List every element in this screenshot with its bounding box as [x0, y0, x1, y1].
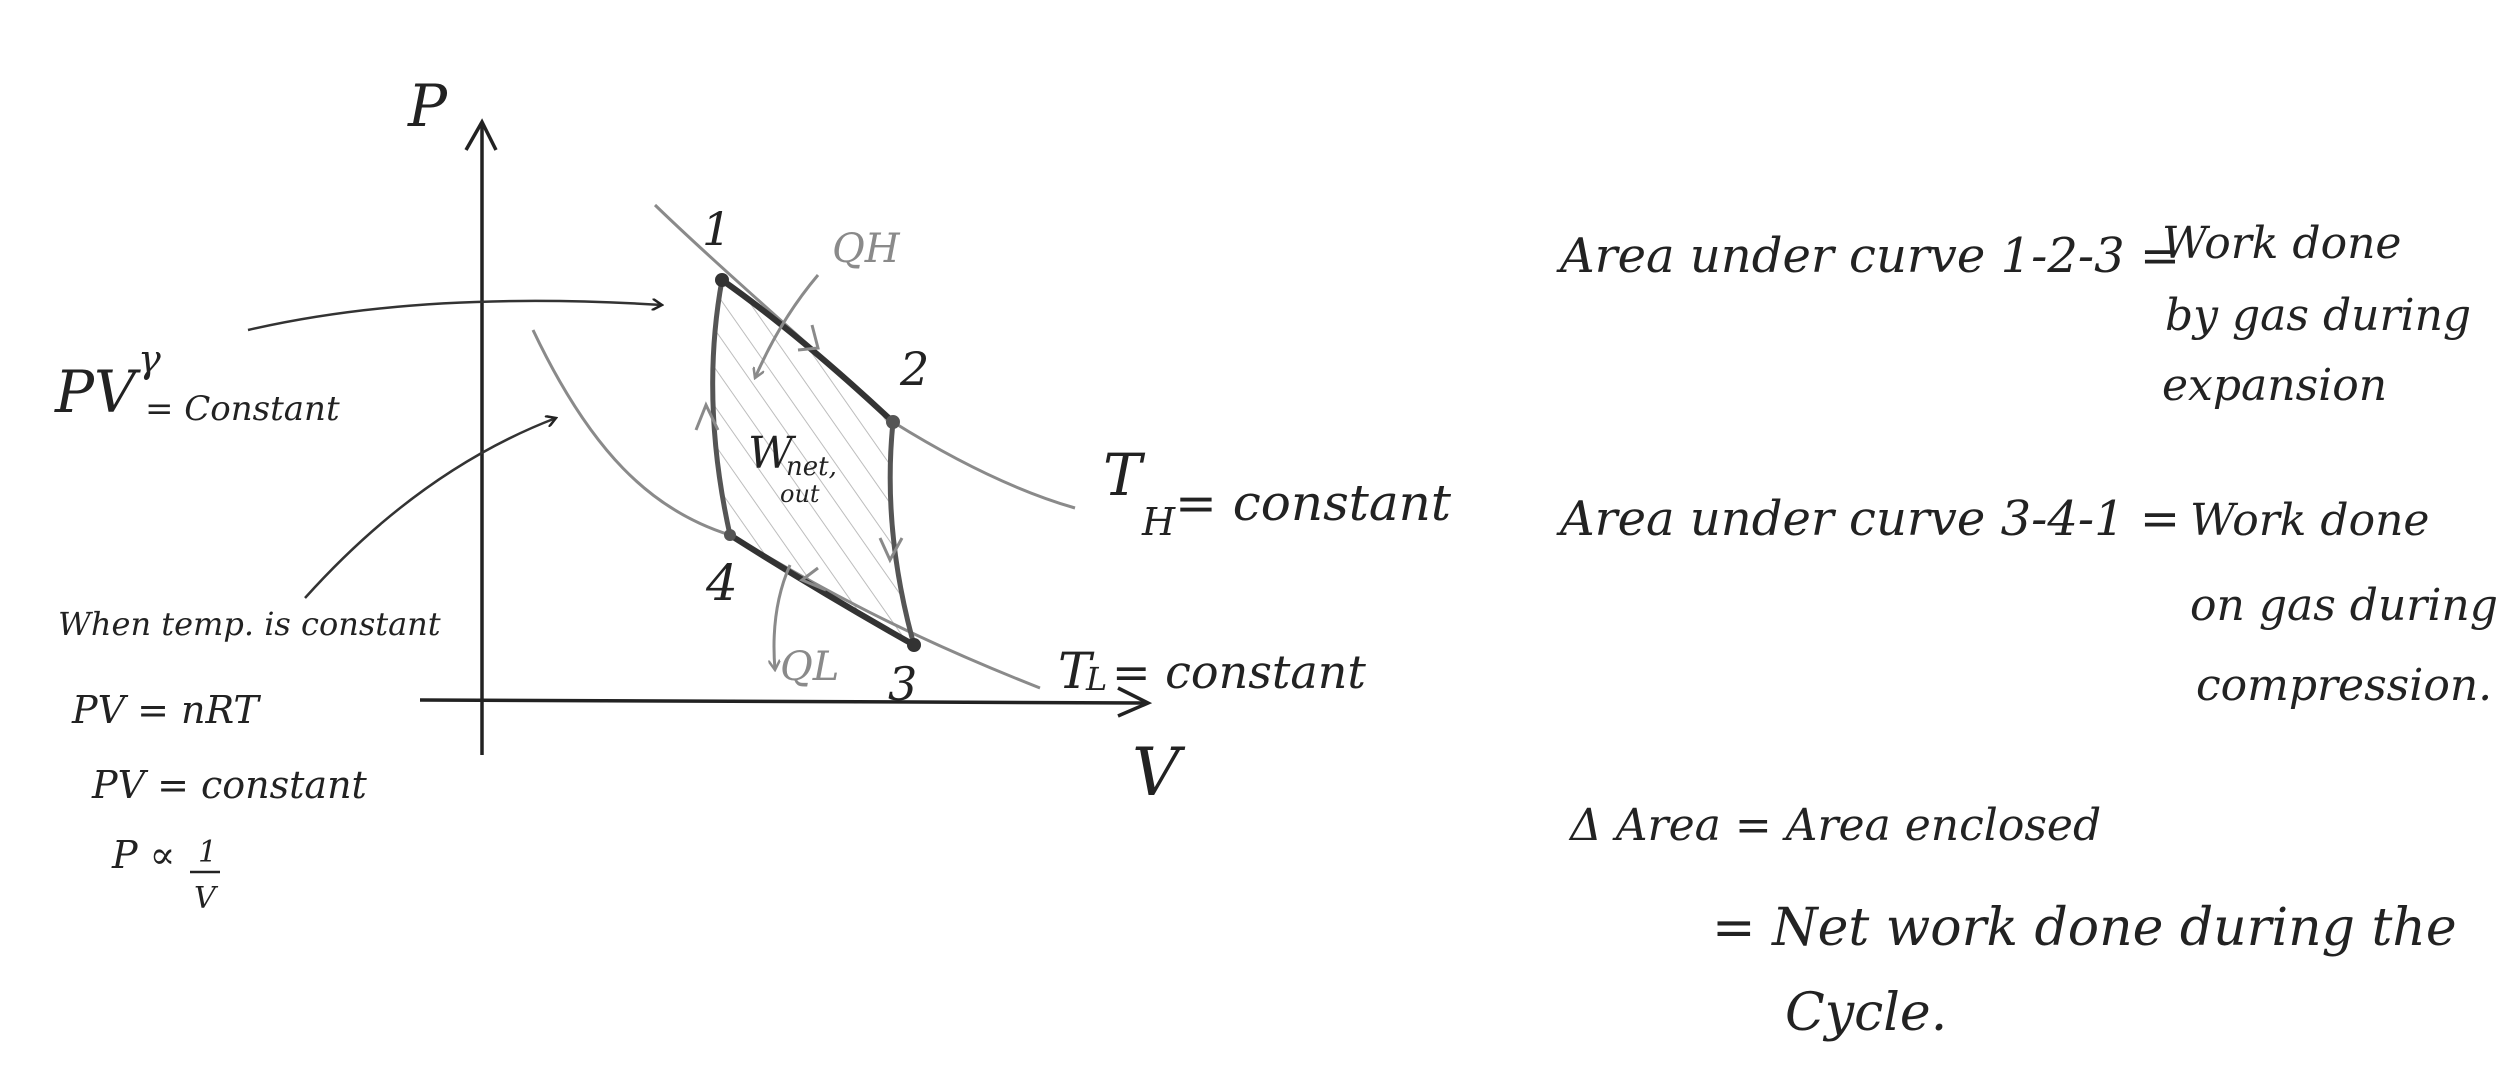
cold-t: T — [1058, 642, 1095, 700]
delta-rhs-2: Cycle. — [1785, 983, 1947, 1043]
cold-rest: = constant — [1112, 645, 1366, 699]
hot-rest: = constant — [1175, 474, 1452, 532]
expansion-rhs-1: Work done — [2162, 218, 2401, 269]
work-label: W — [748, 428, 797, 479]
isothermal-heading: When temp. is constant — [58, 605, 441, 643]
process-1-2 — [720, 277, 896, 425]
heat-out-arrow — [774, 564, 792, 670]
compression-rhs-2: on gas during — [2190, 580, 2498, 631]
v-axis-label: V — [1132, 734, 1186, 811]
heat-out-label: QL — [780, 644, 839, 690]
eq-proportional: P ∝ — [111, 833, 175, 877]
delta-lhs: Δ Area = Area enclosed — [1568, 800, 2101, 851]
expansion-rhs-2: by gas during — [2165, 290, 2471, 341]
delta-area-note: Δ Area = Area enclosed = Net work done d… — [1568, 800, 2457, 1043]
eq-proportional-den: V — [194, 881, 219, 916]
heat-in-arrow — [755, 274, 820, 378]
state-label-3: 3 — [888, 657, 917, 711]
axes: P V — [407, 72, 1186, 811]
v-axis-arrowhead — [1117, 686, 1153, 718]
eq-pv-constant: PV = constant — [91, 763, 368, 807]
state-label-4: 4 — [705, 554, 738, 612]
adiabatic-note: PV γ = Constant — [54, 337, 340, 429]
state-label-2: 2 — [899, 342, 929, 396]
eq-proportional-num: 1 — [198, 835, 217, 870]
hot-isotherm-label: T H = constant — [1103, 441, 1452, 544]
compression-lhs: Area under curve 3-4-1 = — [1556, 491, 2180, 547]
state-point-3 — [907, 638, 921, 652]
state-label-1: 1 — [702, 202, 731, 256]
expansion-rhs-3: expansion — [2162, 360, 2387, 411]
work-subscript-out: out — [780, 480, 820, 508]
process-3-4 — [728, 532, 916, 648]
compression-rhs-3: compression. — [2196, 660, 2492, 711]
dir-arrow-3-4 — [799, 566, 827, 592]
eq-ideal-gas: PV = nRT — [71, 688, 261, 732]
p-axis-label: P — [407, 72, 448, 140]
state-point-4 — [724, 529, 736, 541]
cold-isotherm-label: T L = constant — [1058, 642, 1366, 700]
cold-sub: L — [1085, 660, 1107, 698]
state-point-1 — [715, 273, 729, 287]
v-axis — [419, 698, 1149, 705]
adiabatic-gamma: γ — [138, 337, 161, 381]
dir-arrow-4-1 — [694, 401, 720, 431]
expansion-lhs: Area under curve 1-2-3 = — [1556, 228, 2180, 284]
adiabatic-pv: PV — [54, 358, 141, 426]
adiabatic-pointer-arrow — [247, 301, 662, 332]
process-2-3 — [887, 421, 917, 646]
work-subscript-net: net, — [786, 452, 837, 482]
state-point-2 — [886, 415, 900, 429]
compression-rhs-1: Work done — [2190, 495, 2429, 546]
expansion-note: Area under curve 1-2-3 = Work done by ga… — [1556, 218, 2471, 411]
hot-t: T — [1103, 441, 1146, 509]
hot-sub: H — [1141, 500, 1176, 544]
p-axis-arrowhead — [464, 118, 498, 151]
dir-arrow-1-2 — [797, 324, 820, 352]
heat-in-label: QH — [832, 226, 901, 272]
adiabatic-rest: = Constant — [145, 389, 340, 429]
isothermal-pointer-arrow — [304, 418, 556, 599]
process-4-1 — [710, 279, 733, 536]
delta-rhs-1: = Net work done during the — [1712, 898, 2457, 958]
dir-arrow-2-3 — [878, 537, 904, 564]
compression-note: Area under curve 3-4-1 = Work done on ga… — [1556, 491, 2498, 711]
